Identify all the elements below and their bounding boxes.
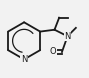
Text: N: N <box>21 55 27 64</box>
Text: O: O <box>49 48 56 56</box>
Text: N: N <box>64 32 71 41</box>
